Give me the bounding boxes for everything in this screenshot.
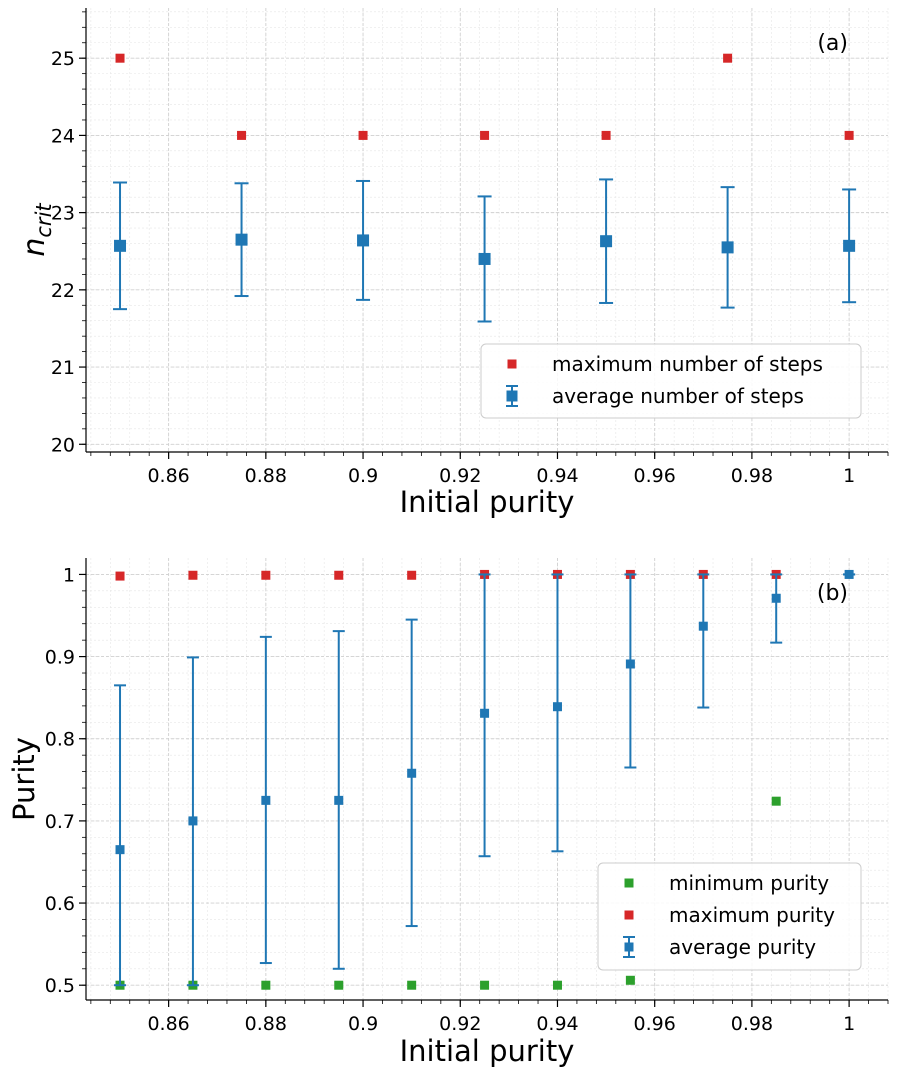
x-tick-label: 0.94 [536, 1013, 578, 1035]
panel-label: (a) [817, 31, 848, 56]
data-point [552, 980, 562, 990]
y-axis-label-sub: crit [32, 203, 56, 238]
x-tick-label: 0.98 [731, 465, 773, 487]
y-tick-label: 0.5 [45, 975, 75, 997]
panel-label: (b) [817, 581, 848, 606]
x-tick-label: 0.98 [731, 1013, 773, 1035]
y-tick-label: 20 [51, 434, 75, 456]
x-tick-label: 1 [843, 1013, 855, 1035]
y-tick-label: 21 [51, 357, 75, 379]
x-tick-label: 0.88 [245, 1013, 287, 1035]
legend-frame [597, 862, 862, 971]
data-point [478, 252, 491, 265]
series-average-number-of-steps [113, 178, 857, 323]
data-point [698, 621, 708, 631]
data-point [334, 570, 344, 580]
x-tick-label: 0.88 [245, 465, 287, 487]
y-tick-label: 0.8 [45, 729, 75, 751]
y-axis-label-main: n [17, 238, 52, 257]
data-point [261, 980, 271, 990]
data-point [407, 570, 417, 580]
x-axis-label: Initial purity [400, 1034, 575, 1068]
data-point [625, 659, 635, 669]
legend-frame [480, 343, 862, 419]
x-tick-label: 0.94 [536, 465, 578, 487]
series-maximum-purity [115, 569, 781, 581]
y-tick-label: 23 [51, 203, 75, 225]
data-point [723, 53, 733, 63]
data-point [721, 241, 734, 254]
data-point [261, 795, 271, 805]
y-tick-label: 22 [51, 280, 75, 302]
series-average-purity [114, 569, 856, 987]
x-tick-label: 0.96 [634, 465, 676, 487]
x-tick-label: 0.9 [348, 1013, 378, 1035]
data-point [771, 593, 781, 603]
series-maximum-number-of-steps [115, 53, 854, 140]
data-point [625, 975, 635, 985]
y-axis-label: ncrit [17, 203, 56, 257]
legend-marker [506, 390, 518, 402]
data-point [114, 239, 127, 252]
data-point [480, 980, 490, 990]
legend-label: maximum number of steps [552, 352, 823, 376]
legend-marker [624, 942, 634, 952]
data-point [188, 570, 198, 580]
data-point [552, 702, 562, 712]
data-point [358, 130, 368, 140]
data-point [188, 816, 198, 826]
y-tick-label: 0.6 [45, 893, 75, 915]
y-tick-label: 25 [51, 48, 75, 70]
y-tick-label: 0.9 [45, 647, 75, 669]
x-axis-label: Initial purity [400, 485, 575, 519]
data-point [237, 130, 247, 140]
legend-label: average purity [669, 935, 816, 959]
legend-label: minimum purity [669, 871, 829, 895]
data-point [235, 233, 248, 246]
legend: minimum purity maximum purity average puri… [597, 862, 862, 971]
y-axis-label: Purity [7, 737, 41, 821]
data-point [844, 130, 854, 140]
legend-label: average number of steps [552, 384, 804, 408]
data-point [480, 130, 490, 140]
data-point [480, 708, 490, 718]
data-point [334, 795, 344, 805]
y-tick-label: 0.7 [45, 811, 75, 833]
x-tick-label: 0.86 [147, 1013, 189, 1035]
data-point [115, 571, 125, 581]
legend-marker [624, 910, 634, 920]
data-point [844, 569, 854, 579]
legend-marker [507, 359, 517, 369]
y-tick-label: 1 [63, 564, 75, 586]
data-point [771, 796, 781, 806]
legend-label: maximum purity [669, 903, 835, 927]
y-tick-label: 24 [51, 125, 75, 147]
data-point [115, 53, 125, 63]
data-point [357, 234, 370, 247]
x-tick-label: 0.92 [439, 1013, 481, 1035]
data-point [843, 239, 856, 252]
data-point [334, 980, 344, 990]
x-tick-label: 0.9 [348, 465, 378, 487]
panel-a: 0.86 0.88 0.9 0.92 0.94 0.96 0.98 1 20 21 22 23 24 25… [17, 8, 889, 519]
legend-marker [624, 878, 634, 888]
data-point [407, 980, 417, 990]
x-tick-label: 0.86 [147, 465, 189, 487]
data-point [261, 570, 271, 580]
x-tick-label: 0.92 [439, 465, 481, 487]
panel-b: 0.86 0.88 0.9 0.92 0.94 0.96 0.98 1 0.5 0.6 0.7 0.8… [7, 558, 889, 1068]
legend: maximum number of steps average number of… [480, 343, 862, 419]
data-point [407, 768, 417, 778]
data-point [600, 235, 613, 248]
x-tick-label: 0.96 [634, 1013, 676, 1035]
data-point [601, 130, 611, 140]
x-tick-label: 1 [843, 465, 855, 487]
data-point [115, 845, 125, 855]
